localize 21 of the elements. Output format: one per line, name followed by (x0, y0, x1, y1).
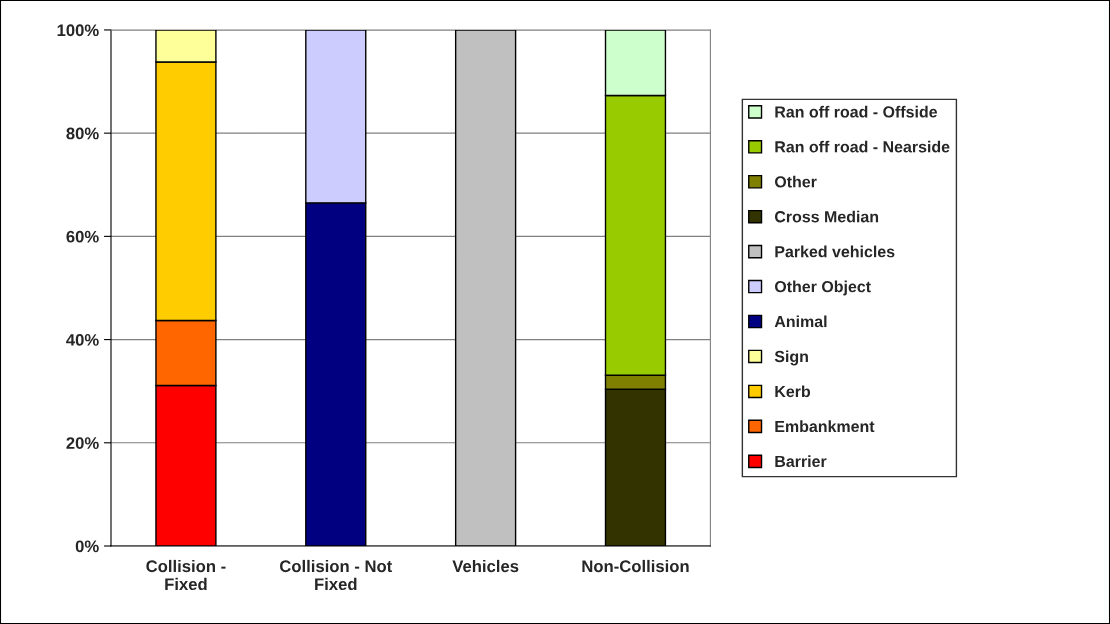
y-tick-label: 20% (66, 437, 99, 449)
y-tick-label: 60% (66, 230, 99, 243)
legend-label: Other (774, 175, 817, 188)
x-tick-label: Vehicles (452, 559, 519, 573)
legend-label: Sign (774, 350, 808, 366)
x-tick-label: Collision - Not Fixed (279, 559, 393, 591)
legend-label: Barrier (775, 455, 827, 468)
legend-label: Cross Median (774, 210, 879, 223)
y-tick-label: 40% (66, 333, 99, 346)
legend-label: Animal (774, 315, 827, 328)
x-tick-label: Non-Collision (582, 559, 689, 573)
y-tick-label: 0% (75, 540, 99, 553)
legend-label: Parked vehicles (775, 245, 895, 258)
legend-label: Kerb (775, 385, 811, 398)
x-tick-label: Collision - Fixed (146, 559, 226, 591)
y-tick-label: 80% (66, 127, 99, 140)
legend-label: Ran off road - Nearside (775, 140, 950, 153)
y-tick-label: 100% (57, 24, 99, 37)
legend-label: Embankment (775, 420, 875, 433)
legend-label: Ran off road - Offside (775, 105, 938, 118)
legend-label: Other Object (774, 280, 871, 296)
